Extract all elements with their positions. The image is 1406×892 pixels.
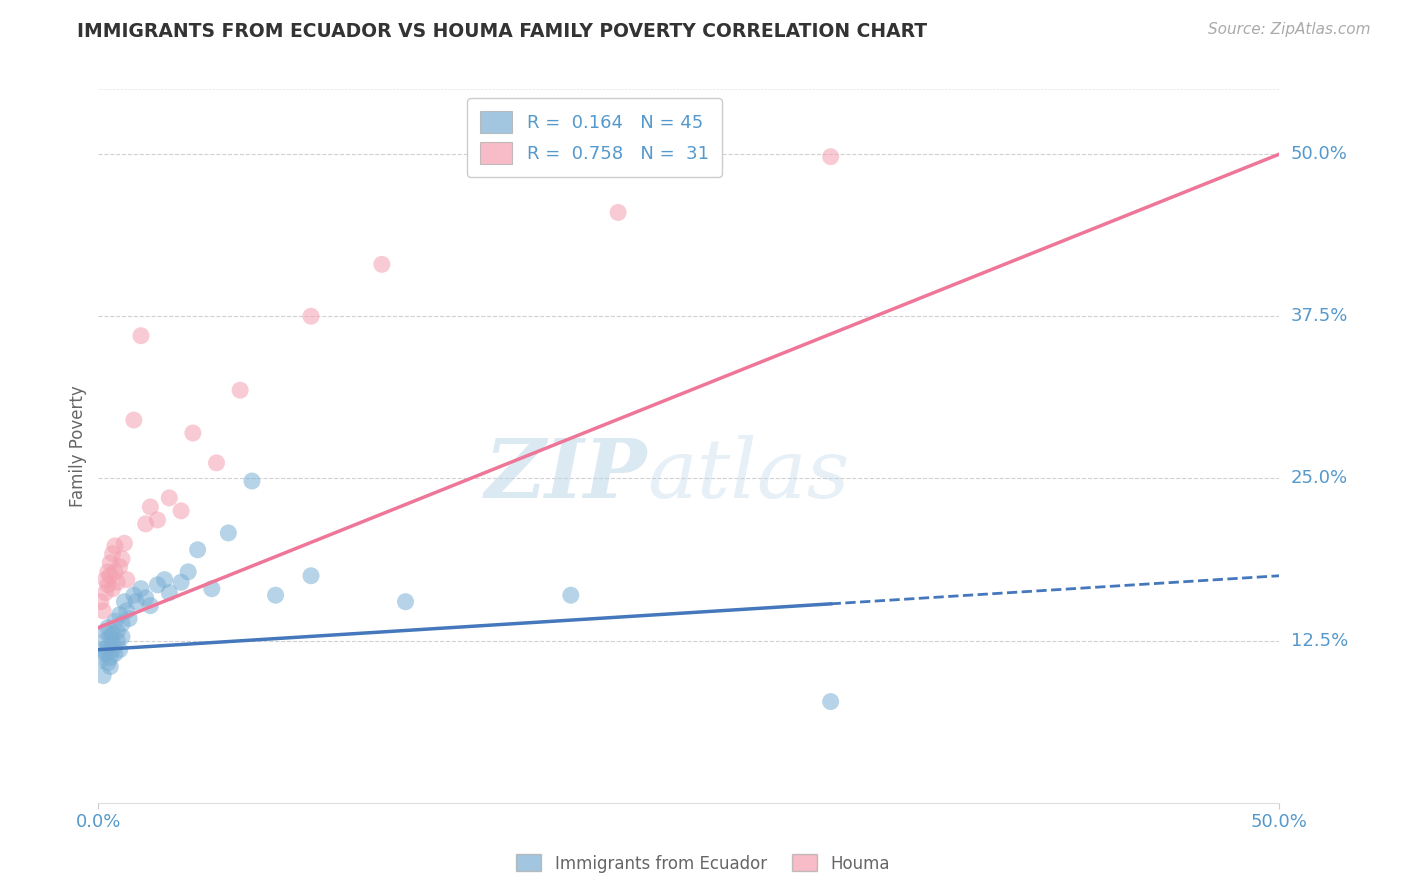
Point	[112, 536, 135, 550]
Point	[607, 205, 630, 219]
Text: 25.0%: 25.0%	[1291, 469, 1348, 487]
Point	[187, 542, 209, 557]
Point	[217, 525, 239, 540]
Point	[108, 559, 131, 574]
Point	[98, 556, 121, 570]
Point	[146, 578, 169, 592]
Text: 37.5%: 37.5%	[1291, 307, 1348, 326]
Point	[122, 588, 145, 602]
Point	[299, 310, 322, 324]
Point	[394, 595, 416, 609]
Point	[125, 595, 148, 609]
Point	[146, 513, 169, 527]
Point	[240, 474, 263, 488]
Point	[139, 599, 162, 613]
Point	[112, 595, 135, 609]
Point	[91, 668, 114, 682]
Point	[108, 607, 131, 622]
Point	[115, 573, 138, 587]
Point	[98, 650, 121, 665]
Point	[94, 573, 117, 587]
Point	[135, 516, 157, 531]
Text: 12.5%: 12.5%	[1291, 632, 1348, 649]
Point	[111, 630, 134, 644]
Text: IMMIGRANTS FROM ECUADOR VS HOUMA FAMILY POVERTY CORRELATION CHART: IMMIGRANTS FROM ECUADOR VS HOUMA FAMILY …	[77, 22, 928, 41]
Point	[229, 383, 252, 397]
Point	[91, 642, 114, 657]
Point	[94, 624, 117, 639]
Point	[108, 642, 131, 657]
Point	[170, 504, 193, 518]
Y-axis label: Family Poverty: Family Poverty	[69, 385, 87, 507]
Point	[371, 257, 394, 271]
Point	[104, 647, 127, 661]
Point	[820, 150, 842, 164]
Point	[101, 582, 124, 596]
Point	[560, 588, 582, 602]
Point	[111, 616, 134, 631]
Point	[98, 630, 121, 644]
Point	[101, 627, 124, 641]
Point	[94, 585, 117, 599]
Point	[118, 611, 141, 625]
Point	[101, 642, 124, 657]
Text: ZIP: ZIP	[485, 434, 648, 515]
Point	[104, 614, 127, 628]
Point	[91, 604, 114, 618]
Point	[105, 633, 128, 648]
Point	[105, 575, 128, 590]
Point	[97, 656, 120, 670]
Point	[90, 653, 112, 667]
Point	[90, 595, 112, 609]
Point	[153, 573, 176, 587]
Point	[94, 647, 117, 661]
Point	[129, 328, 152, 343]
Point	[170, 575, 193, 590]
Point	[101, 638, 124, 652]
Point	[97, 621, 120, 635]
Point	[97, 565, 120, 579]
Point	[139, 500, 162, 514]
Point	[94, 633, 117, 648]
Point	[181, 425, 204, 440]
Point	[129, 582, 152, 596]
Point	[115, 604, 138, 618]
Text: Source: ZipAtlas.com: Source: ZipAtlas.com	[1208, 22, 1371, 37]
Point	[98, 659, 121, 673]
Point	[97, 578, 120, 592]
Point	[104, 539, 127, 553]
Point	[135, 591, 157, 605]
Point	[97, 640, 120, 654]
Legend: R =  0.164   N = 45, R =  0.758   N =  31: R = 0.164 N = 45, R = 0.758 N = 31	[467, 98, 721, 177]
Point	[111, 552, 134, 566]
Point	[264, 588, 287, 602]
Point	[820, 695, 842, 709]
Point	[201, 582, 224, 596]
Point	[122, 413, 145, 427]
Legend: Immigrants from Ecuador, Houma: Immigrants from Ecuador, Houma	[510, 847, 896, 880]
Point	[104, 565, 127, 579]
Point	[177, 565, 200, 579]
Text: atlas: atlas	[648, 434, 851, 515]
Point	[105, 624, 128, 639]
Point	[157, 585, 180, 599]
Point	[205, 456, 228, 470]
Point	[299, 568, 322, 582]
Text: 50.0%: 50.0%	[1291, 145, 1347, 163]
Point	[157, 491, 180, 505]
Point	[101, 547, 124, 561]
Point	[98, 568, 121, 582]
